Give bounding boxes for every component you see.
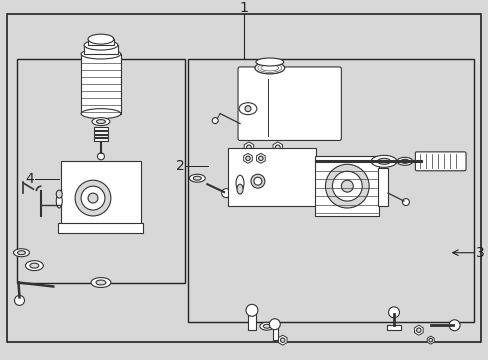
Circle shape xyxy=(88,193,98,203)
Ellipse shape xyxy=(255,58,283,66)
Circle shape xyxy=(448,320,459,331)
Ellipse shape xyxy=(236,175,244,191)
Ellipse shape xyxy=(88,34,114,44)
Ellipse shape xyxy=(400,159,408,163)
Circle shape xyxy=(428,338,432,342)
Ellipse shape xyxy=(84,40,118,50)
Ellipse shape xyxy=(396,157,412,165)
Ellipse shape xyxy=(91,278,111,288)
Bar xyxy=(247,312,255,330)
Bar xyxy=(58,223,142,233)
Circle shape xyxy=(269,319,280,330)
Circle shape xyxy=(221,189,230,198)
Bar xyxy=(94,131,108,134)
Ellipse shape xyxy=(377,158,390,164)
Bar xyxy=(377,168,387,206)
Ellipse shape xyxy=(30,263,39,268)
Circle shape xyxy=(244,106,250,112)
Ellipse shape xyxy=(18,251,25,255)
Ellipse shape xyxy=(56,190,62,198)
Text: 1: 1 xyxy=(239,1,248,15)
Ellipse shape xyxy=(263,324,270,328)
Ellipse shape xyxy=(239,103,256,114)
Text: 2: 2 xyxy=(176,159,184,173)
Bar xyxy=(88,39,114,45)
Ellipse shape xyxy=(237,184,243,194)
Circle shape xyxy=(245,304,257,316)
Text: 4: 4 xyxy=(25,172,34,186)
Circle shape xyxy=(280,338,285,342)
Circle shape xyxy=(332,171,362,201)
Bar xyxy=(227,148,315,206)
Circle shape xyxy=(246,145,251,150)
Circle shape xyxy=(341,180,352,192)
Ellipse shape xyxy=(250,174,264,188)
Circle shape xyxy=(402,199,408,206)
Polygon shape xyxy=(256,153,264,163)
Circle shape xyxy=(388,307,399,318)
Bar xyxy=(314,156,378,216)
Circle shape xyxy=(245,156,250,161)
Ellipse shape xyxy=(75,180,111,216)
Ellipse shape xyxy=(189,174,205,182)
Circle shape xyxy=(253,177,262,185)
Bar xyxy=(272,325,277,340)
Bar xyxy=(84,45,118,54)
Ellipse shape xyxy=(56,194,62,208)
Ellipse shape xyxy=(81,49,121,59)
Circle shape xyxy=(325,164,368,208)
Ellipse shape xyxy=(14,249,29,257)
Polygon shape xyxy=(243,153,252,163)
Ellipse shape xyxy=(370,156,396,167)
Polygon shape xyxy=(244,142,253,153)
Bar xyxy=(94,127,108,130)
Ellipse shape xyxy=(96,280,106,285)
Ellipse shape xyxy=(193,176,201,180)
Ellipse shape xyxy=(96,120,105,123)
Bar xyxy=(61,161,141,226)
Bar xyxy=(188,59,473,322)
Circle shape xyxy=(15,296,24,305)
Ellipse shape xyxy=(259,322,273,330)
Polygon shape xyxy=(414,325,422,335)
Circle shape xyxy=(416,328,420,332)
Polygon shape xyxy=(427,336,433,344)
Ellipse shape xyxy=(81,186,105,210)
Bar xyxy=(17,59,185,283)
Bar xyxy=(94,139,108,141)
FancyBboxPatch shape xyxy=(238,67,341,140)
Bar xyxy=(81,54,121,114)
Bar xyxy=(94,135,108,138)
Circle shape xyxy=(97,153,104,160)
Ellipse shape xyxy=(25,261,43,271)
Ellipse shape xyxy=(254,62,284,74)
Circle shape xyxy=(258,156,263,161)
Circle shape xyxy=(212,118,218,123)
Polygon shape xyxy=(272,142,282,153)
Polygon shape xyxy=(278,335,286,345)
Ellipse shape xyxy=(81,109,121,118)
Ellipse shape xyxy=(92,118,110,126)
Circle shape xyxy=(275,145,280,150)
FancyBboxPatch shape xyxy=(414,152,465,171)
Bar xyxy=(386,325,400,330)
Text: 3: 3 xyxy=(475,246,484,260)
